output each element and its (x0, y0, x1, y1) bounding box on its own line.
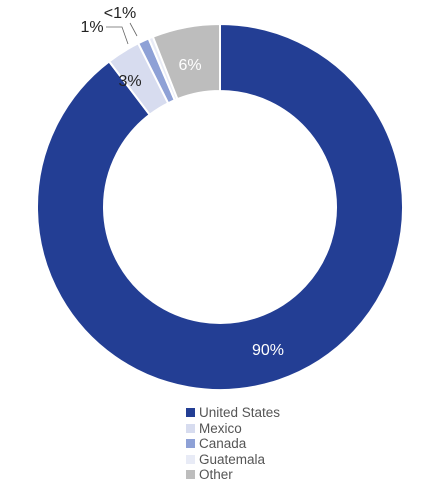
data-label-mexico: 3% (118, 73, 141, 90)
data-label-other: 6% (178, 57, 201, 74)
leader-line-guatemala (129, 22, 138, 37)
legend-item-guatemala: Guatemala (186, 452, 280, 468)
chart-legend: United States Mexico Canada Guatemala Ot… (186, 405, 280, 483)
legend-label: Mexico (199, 420, 242, 436)
legend-label: Other (199, 467, 233, 483)
legend-swatch (186, 454, 195, 464)
legend-swatch (186, 423, 195, 433)
legend-label: Canada (199, 436, 247, 452)
legend-label: United States (199, 405, 281, 421)
data-label-guatemala: <1% (104, 5, 136, 22)
slice-united-states (36, 22, 404, 391)
legend-item-canada: Canada (186, 436, 280, 452)
slice-other (151, 22, 221, 101)
legend-swatch (186, 439, 195, 449)
donut-chart: 90% 3% 1%<1% 6% (36, 5, 404, 391)
legend-swatch (186, 470, 195, 480)
data-label-united-states: 90% (252, 342, 284, 359)
leader-line-canada (106, 26, 129, 45)
data-label-canada: 1% (80, 19, 103, 36)
legend-item-mexico: Mexico (186, 421, 280, 437)
legend-swatch (186, 408, 195, 418)
legend-label: Guatemala (199, 451, 266, 467)
legend-item-other: Other (186, 467, 280, 483)
legend-item-united-states: United States (186, 405, 280, 421)
